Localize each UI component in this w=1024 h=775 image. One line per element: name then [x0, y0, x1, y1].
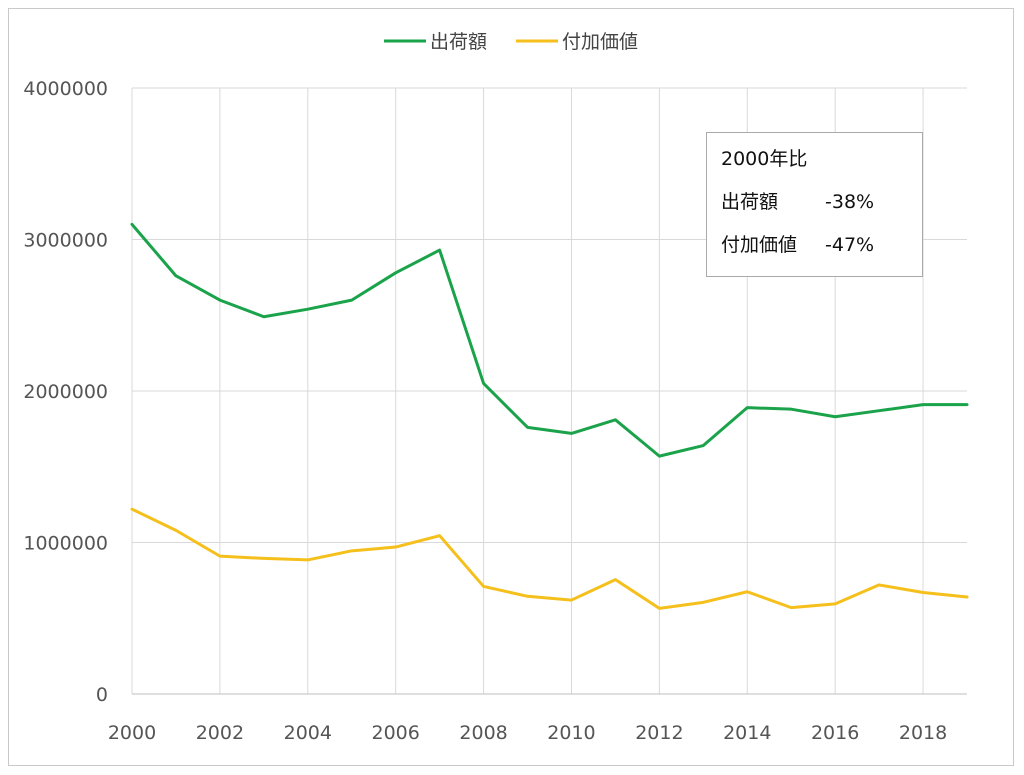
comparison-annotation-box: 2000年比 出荷額 -38% 付加価値 -47% [706, 132, 923, 277]
annotation-row-value-added: 付加価値 -47% [721, 233, 922, 276]
annotation-row-shipments: 出荷額 -38% [721, 190, 922, 233]
y-tick-label: 2000000 [23, 381, 108, 403]
annotation-title: 2000年比 [721, 148, 808, 170]
annotation-label-shipments: 出荷額 [721, 191, 779, 213]
annotation-value-shipments: -38% [825, 191, 875, 213]
y-tick-label: 3000000 [23, 230, 108, 252]
legend-label-0: 出荷額 [430, 31, 487, 53]
x-tick-label: 2004 [284, 722, 332, 744]
y-tick-label: 1000000 [23, 533, 108, 555]
x-tick-label: 2000 [108, 722, 156, 744]
x-tick-label: 2006 [372, 722, 420, 744]
x-tick-label: 2016 [811, 722, 859, 744]
axes: 0 1000000 2000000 3000000 4000000 2000 2002 200… [23, 78, 967, 744]
annotation-value-value-added: -47% [825, 234, 875, 256]
x-tick-label: 2012 [635, 722, 683, 744]
series-lines [130, 222, 969, 610]
legend: 出荷額 付加価値 [384, 31, 638, 53]
gridlines [131, 87, 967, 694]
x-tick-label: 2010 [547, 722, 595, 744]
x-tick-label: 2018 [899, 722, 947, 744]
series-line-1 [130, 507, 969, 610]
annotation-label-value-added: 付加価値 [721, 234, 798, 256]
legend-label-1: 付加価値 [562, 31, 638, 53]
y-tick-label: 0 [96, 684, 108, 706]
x-tick-label: 2014 [723, 722, 771, 744]
x-tick-label: 2002 [196, 722, 244, 744]
y-tick-label: 4000000 [23, 78, 108, 100]
x-tick-label: 2008 [459, 722, 507, 744]
series-line-0 [130, 222, 969, 458]
